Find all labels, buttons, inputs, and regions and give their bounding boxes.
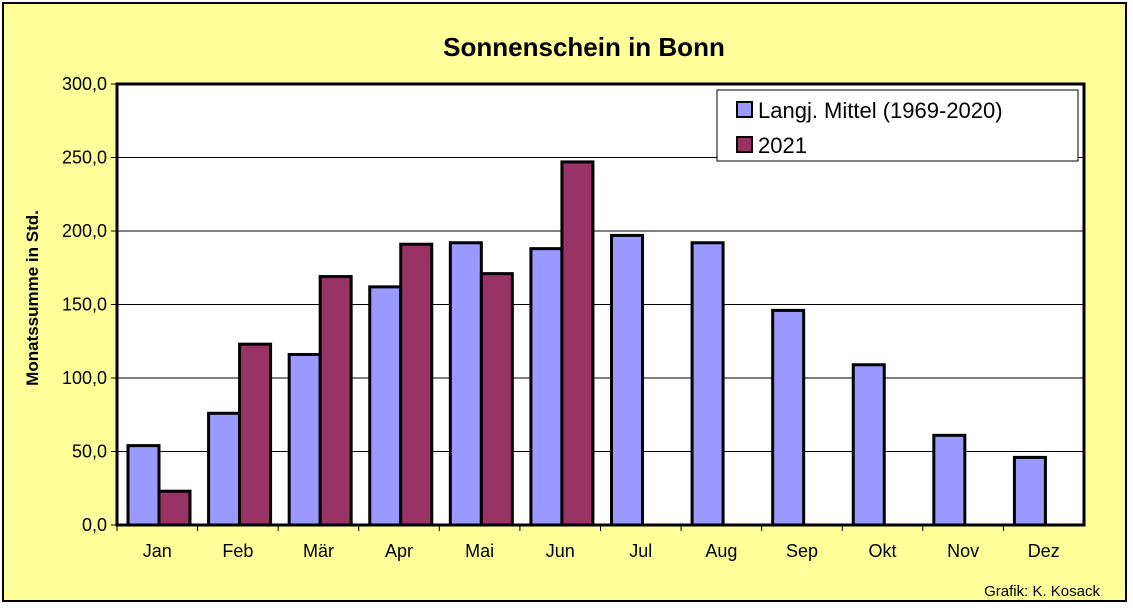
- y-tick-label: 250,0: [62, 148, 107, 168]
- legend-box: [716, 89, 1079, 162]
- x-tick-label: Apr: [385, 541, 413, 561]
- y-tick-label: 300,0: [62, 74, 107, 94]
- x-tick-label: Jun: [546, 541, 575, 561]
- bar-mittel-nov: [932, 433, 967, 527]
- x-tick-label: Dez: [1028, 541, 1060, 561]
- y-tick-label: 100,0: [62, 368, 107, 388]
- bar-mittel-mär: [287, 352, 322, 527]
- x-tick-label: Jul: [629, 541, 652, 561]
- bar-2021-apr: [399, 242, 434, 527]
- y-tick-label: 0,0: [82, 515, 107, 535]
- x-tick-label: Feb: [222, 541, 253, 561]
- legend-swatch-mittel: [736, 101, 753, 118]
- plot-border: [115, 82, 1086, 527]
- x-tick-label: Jan: [143, 541, 172, 561]
- bar-mittel-okt: [851, 363, 886, 527]
- chart-title: Sonnenschein in Bonn: [443, 32, 725, 62]
- bar-2021-jun: [560, 160, 595, 527]
- bar-mittel-dez: [1012, 455, 1047, 527]
- bar-mittel-mai: [448, 241, 483, 527]
- x-tick-label: Mai: [465, 541, 494, 561]
- bar-mittel-aug: [690, 241, 725, 527]
- bar-mittel-jul: [610, 233, 644, 527]
- bar-2021-mai: [479, 272, 514, 527]
- legend-swatch-2021: [736, 136, 753, 153]
- bar-mittel-feb: [207, 411, 242, 527]
- y-tick-label: 200,0: [62, 221, 107, 241]
- bar-2021-mär: [318, 275, 353, 527]
- legend: Langj. Mittel (1969-2020) 2021: [716, 89, 1079, 162]
- legend-label-2021: 2021: [758, 133, 807, 158]
- credit-text: Grafik: K. Kosack: [984, 583, 1100, 600]
- x-tick-label: Nov: [947, 541, 979, 561]
- y-axis-label: Monatssumme in Std.: [23, 210, 42, 386]
- bar-mittel-jun: [529, 247, 564, 527]
- y-tick-label: 150,0: [62, 295, 107, 315]
- bar-mittel-jan: [126, 444, 161, 527]
- chart-svg: Sonnenschein in Bonn Monatssumme in Std.…: [23, 32, 1100, 600]
- chart-frame: Sonnenschein in Bonn Monatssumme in Std.…: [2, 2, 1127, 602]
- x-tick-label: Mär: [303, 541, 334, 561]
- bar-mittel-apr: [368, 285, 403, 527]
- x-tick-label: Okt: [869, 541, 897, 561]
- bar-mittel-sep: [771, 308, 806, 527]
- x-tick-label: Aug: [705, 541, 737, 561]
- y-tick-label: 50,0: [72, 442, 107, 462]
- x-tick-label: Sep: [786, 541, 818, 561]
- bar-2021-feb: [238, 342, 273, 527]
- legend-label-mittel: Langj. Mittel (1969-2020): [758, 98, 1003, 123]
- bar-2021-jan: [157, 489, 192, 527]
